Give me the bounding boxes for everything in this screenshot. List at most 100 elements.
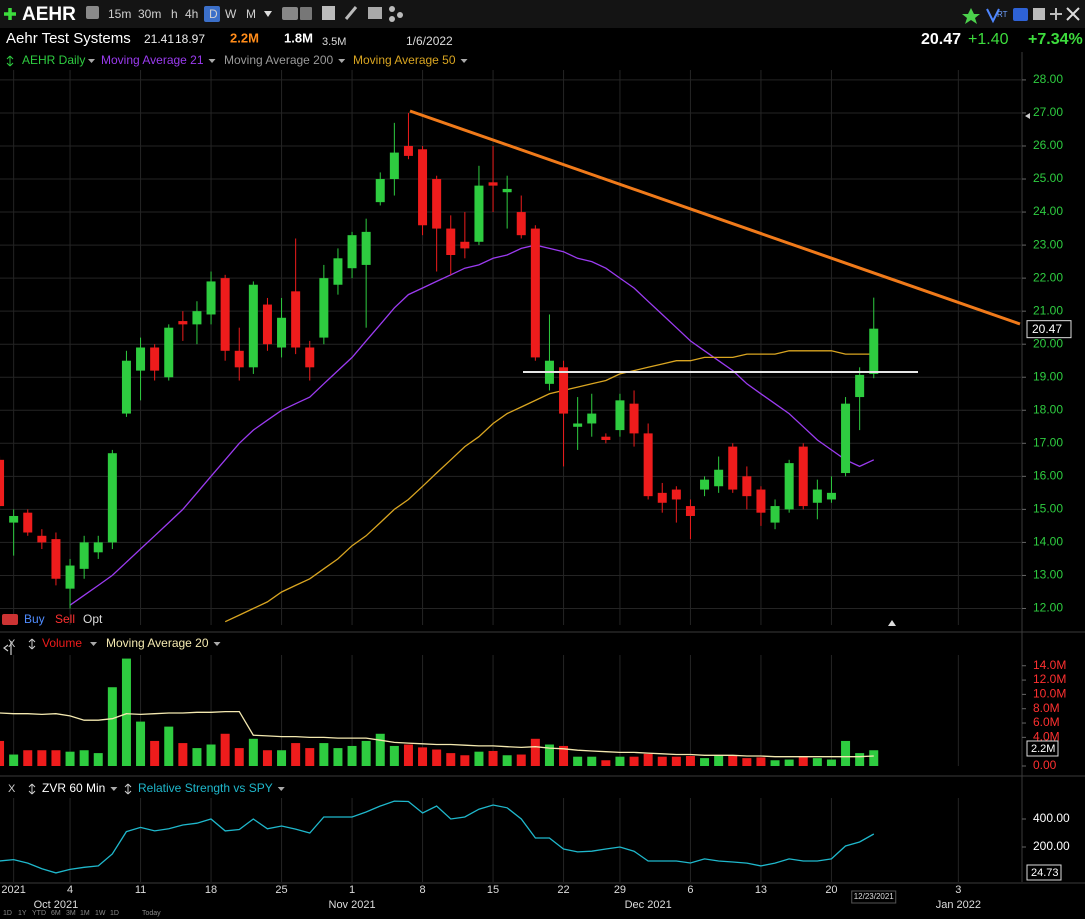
y-tick-label: 22.00 bbox=[1033, 270, 1063, 284]
candle-body bbox=[671, 489, 681, 500]
legend-entry[interactable]: ZVR 60 Min bbox=[42, 781, 105, 795]
volume-bar bbox=[9, 754, 19, 766]
quote-date: 1/6/2022 bbox=[406, 34, 453, 48]
dropdown-arrow[interactable] bbox=[208, 59, 216, 63]
dropdown-arrow[interactable] bbox=[110, 787, 118, 791]
y-tick-label: 12.0M bbox=[1033, 672, 1066, 686]
scanner-icon[interactable] bbox=[1013, 8, 1028, 21]
volume-bar bbox=[93, 753, 103, 766]
volume-bar bbox=[446, 753, 456, 766]
volume-bar bbox=[136, 721, 146, 766]
event-marker bbox=[888, 620, 896, 626]
order-button[interactable]: Sell bbox=[55, 612, 75, 626]
volume-bar bbox=[220, 733, 230, 766]
chart-type-icon[interactable] bbox=[282, 7, 298, 20]
add-icon[interactable] bbox=[4, 8, 16, 20]
range-button[interactable]: 1Y bbox=[18, 910, 27, 917]
candle-body bbox=[361, 231, 371, 265]
x-tick-label: 1 bbox=[349, 884, 355, 896]
y-tick-label: 200.00 bbox=[1033, 839, 1070, 853]
legend-entry[interactable]: AEHR Daily bbox=[22, 53, 85, 67]
y-tick-label: 13.00 bbox=[1033, 568, 1063, 582]
window-icon[interactable] bbox=[1033, 8, 1045, 20]
alert-icon[interactable] bbox=[986, 8, 1000, 24]
rs-plot bbox=[0, 800, 875, 874]
legend-entry[interactable]: Moving Average 50 bbox=[353, 53, 456, 67]
volume-bar bbox=[559, 745, 569, 766]
close-button[interactable]: X bbox=[8, 783, 16, 795]
compare-icon[interactable] bbox=[86, 6, 99, 19]
range-button[interactable]: 3M bbox=[66, 910, 76, 917]
share-icon[interactable] bbox=[389, 6, 395, 12]
volume-bar bbox=[474, 751, 484, 766]
legend-entry[interactable]: Moving Average 200 bbox=[224, 53, 334, 67]
trend-line[interactable] bbox=[409, 109, 1021, 326]
interval-button[interactable]: D bbox=[209, 7, 218, 21]
range-button[interactable]: 1W bbox=[95, 910, 106, 917]
y-tick-label: 27.00 bbox=[1033, 105, 1063, 119]
legend-entry[interactable]: Moving Average 21 bbox=[101, 53, 204, 67]
close-window[interactable] bbox=[1066, 7, 1080, 21]
candle-body bbox=[700, 479, 710, 490]
interval-button[interactable]: 15m bbox=[108, 7, 131, 21]
candle-body bbox=[643, 433, 653, 497]
move-icon[interactable] bbox=[1050, 8, 1062, 20]
candle-body bbox=[657, 492, 667, 503]
x-month-label: Jan 2022 bbox=[936, 899, 981, 911]
volume-bar bbox=[869, 750, 879, 766]
candle-body bbox=[615, 400, 625, 431]
volume-bar bbox=[798, 756, 808, 766]
order-button[interactable]: Buy bbox=[24, 612, 45, 626]
volume-bar bbox=[178, 743, 188, 766]
dropdown-arrow[interactable] bbox=[460, 59, 468, 63]
range-button[interactable]: 6M bbox=[51, 910, 61, 917]
series-line bbox=[0, 710, 874, 758]
volume-bar bbox=[150, 740, 160, 766]
y-tick-label: 400.00 bbox=[1033, 811, 1070, 825]
range-button[interactable]: YTD bbox=[32, 910, 46, 917]
x-tick-label: 11 bbox=[135, 884, 146, 896]
trade-icon[interactable] bbox=[2, 614, 18, 625]
dropdown-arrow[interactable] bbox=[338, 59, 346, 63]
legend-entry[interactable]: Volume bbox=[42, 636, 82, 650]
interval-button[interactable]: h bbox=[171, 7, 178, 21]
tool-icon[interactable] bbox=[300, 7, 312, 20]
range-button[interactable]: 1D bbox=[3, 910, 12, 917]
template-icon[interactable] bbox=[368, 7, 382, 19]
range-button[interactable]: 1D bbox=[110, 910, 119, 917]
volume-bar bbox=[460, 755, 470, 766]
interval-button[interactable]: M bbox=[246, 7, 256, 21]
candle-body bbox=[234, 350, 244, 368]
y-tick-label: 19.00 bbox=[1033, 369, 1063, 383]
dropdown-arrow[interactable] bbox=[213, 642, 221, 646]
range-button[interactable]: 1M bbox=[80, 910, 90, 917]
interval-button[interactable]: W bbox=[225, 7, 237, 21]
volume-bar bbox=[812, 758, 822, 766]
close-button[interactable]: X bbox=[8, 638, 16, 650]
interval-button[interactable]: 30m bbox=[138, 7, 161, 21]
volume-bar bbox=[544, 744, 554, 766]
interval-dropdown[interactable] bbox=[264, 11, 272, 17]
candle-body bbox=[855, 374, 865, 398]
dropdown-arrow[interactable] bbox=[90, 642, 98, 646]
legend-entry[interactable]: Relative Strength vs SPY bbox=[138, 781, 273, 795]
candle-body bbox=[51, 539, 61, 579]
draw-icon[interactable] bbox=[344, 6, 358, 20]
dropdown-arrow[interactable] bbox=[277, 787, 285, 791]
rs-badge bbox=[1026, 864, 1062, 881]
legend-entry[interactable]: Moving Average 20 bbox=[106, 636, 209, 650]
indicator-icon[interactable] bbox=[322, 6, 335, 20]
dropdown-arrow[interactable] bbox=[88, 59, 95, 63]
candle-body bbox=[530, 228, 540, 358]
volume-bar bbox=[629, 756, 639, 766]
y-tick-label: 12.00 bbox=[1033, 601, 1063, 615]
symbol[interactable]: AEHR bbox=[22, 4, 76, 25]
y-tick-label: 28.00 bbox=[1033, 72, 1063, 86]
volume-bar bbox=[685, 755, 695, 766]
favorite-icon[interactable] bbox=[962, 8, 980, 24]
y-tick-label: 0.00 bbox=[1033, 758, 1057, 772]
candle-body bbox=[375, 179, 385, 203]
range-button[interactable]: Today bbox=[142, 910, 161, 917]
order-button[interactable]: Opt bbox=[83, 612, 103, 626]
interval-button[interactable]: 4h bbox=[185, 7, 198, 21]
